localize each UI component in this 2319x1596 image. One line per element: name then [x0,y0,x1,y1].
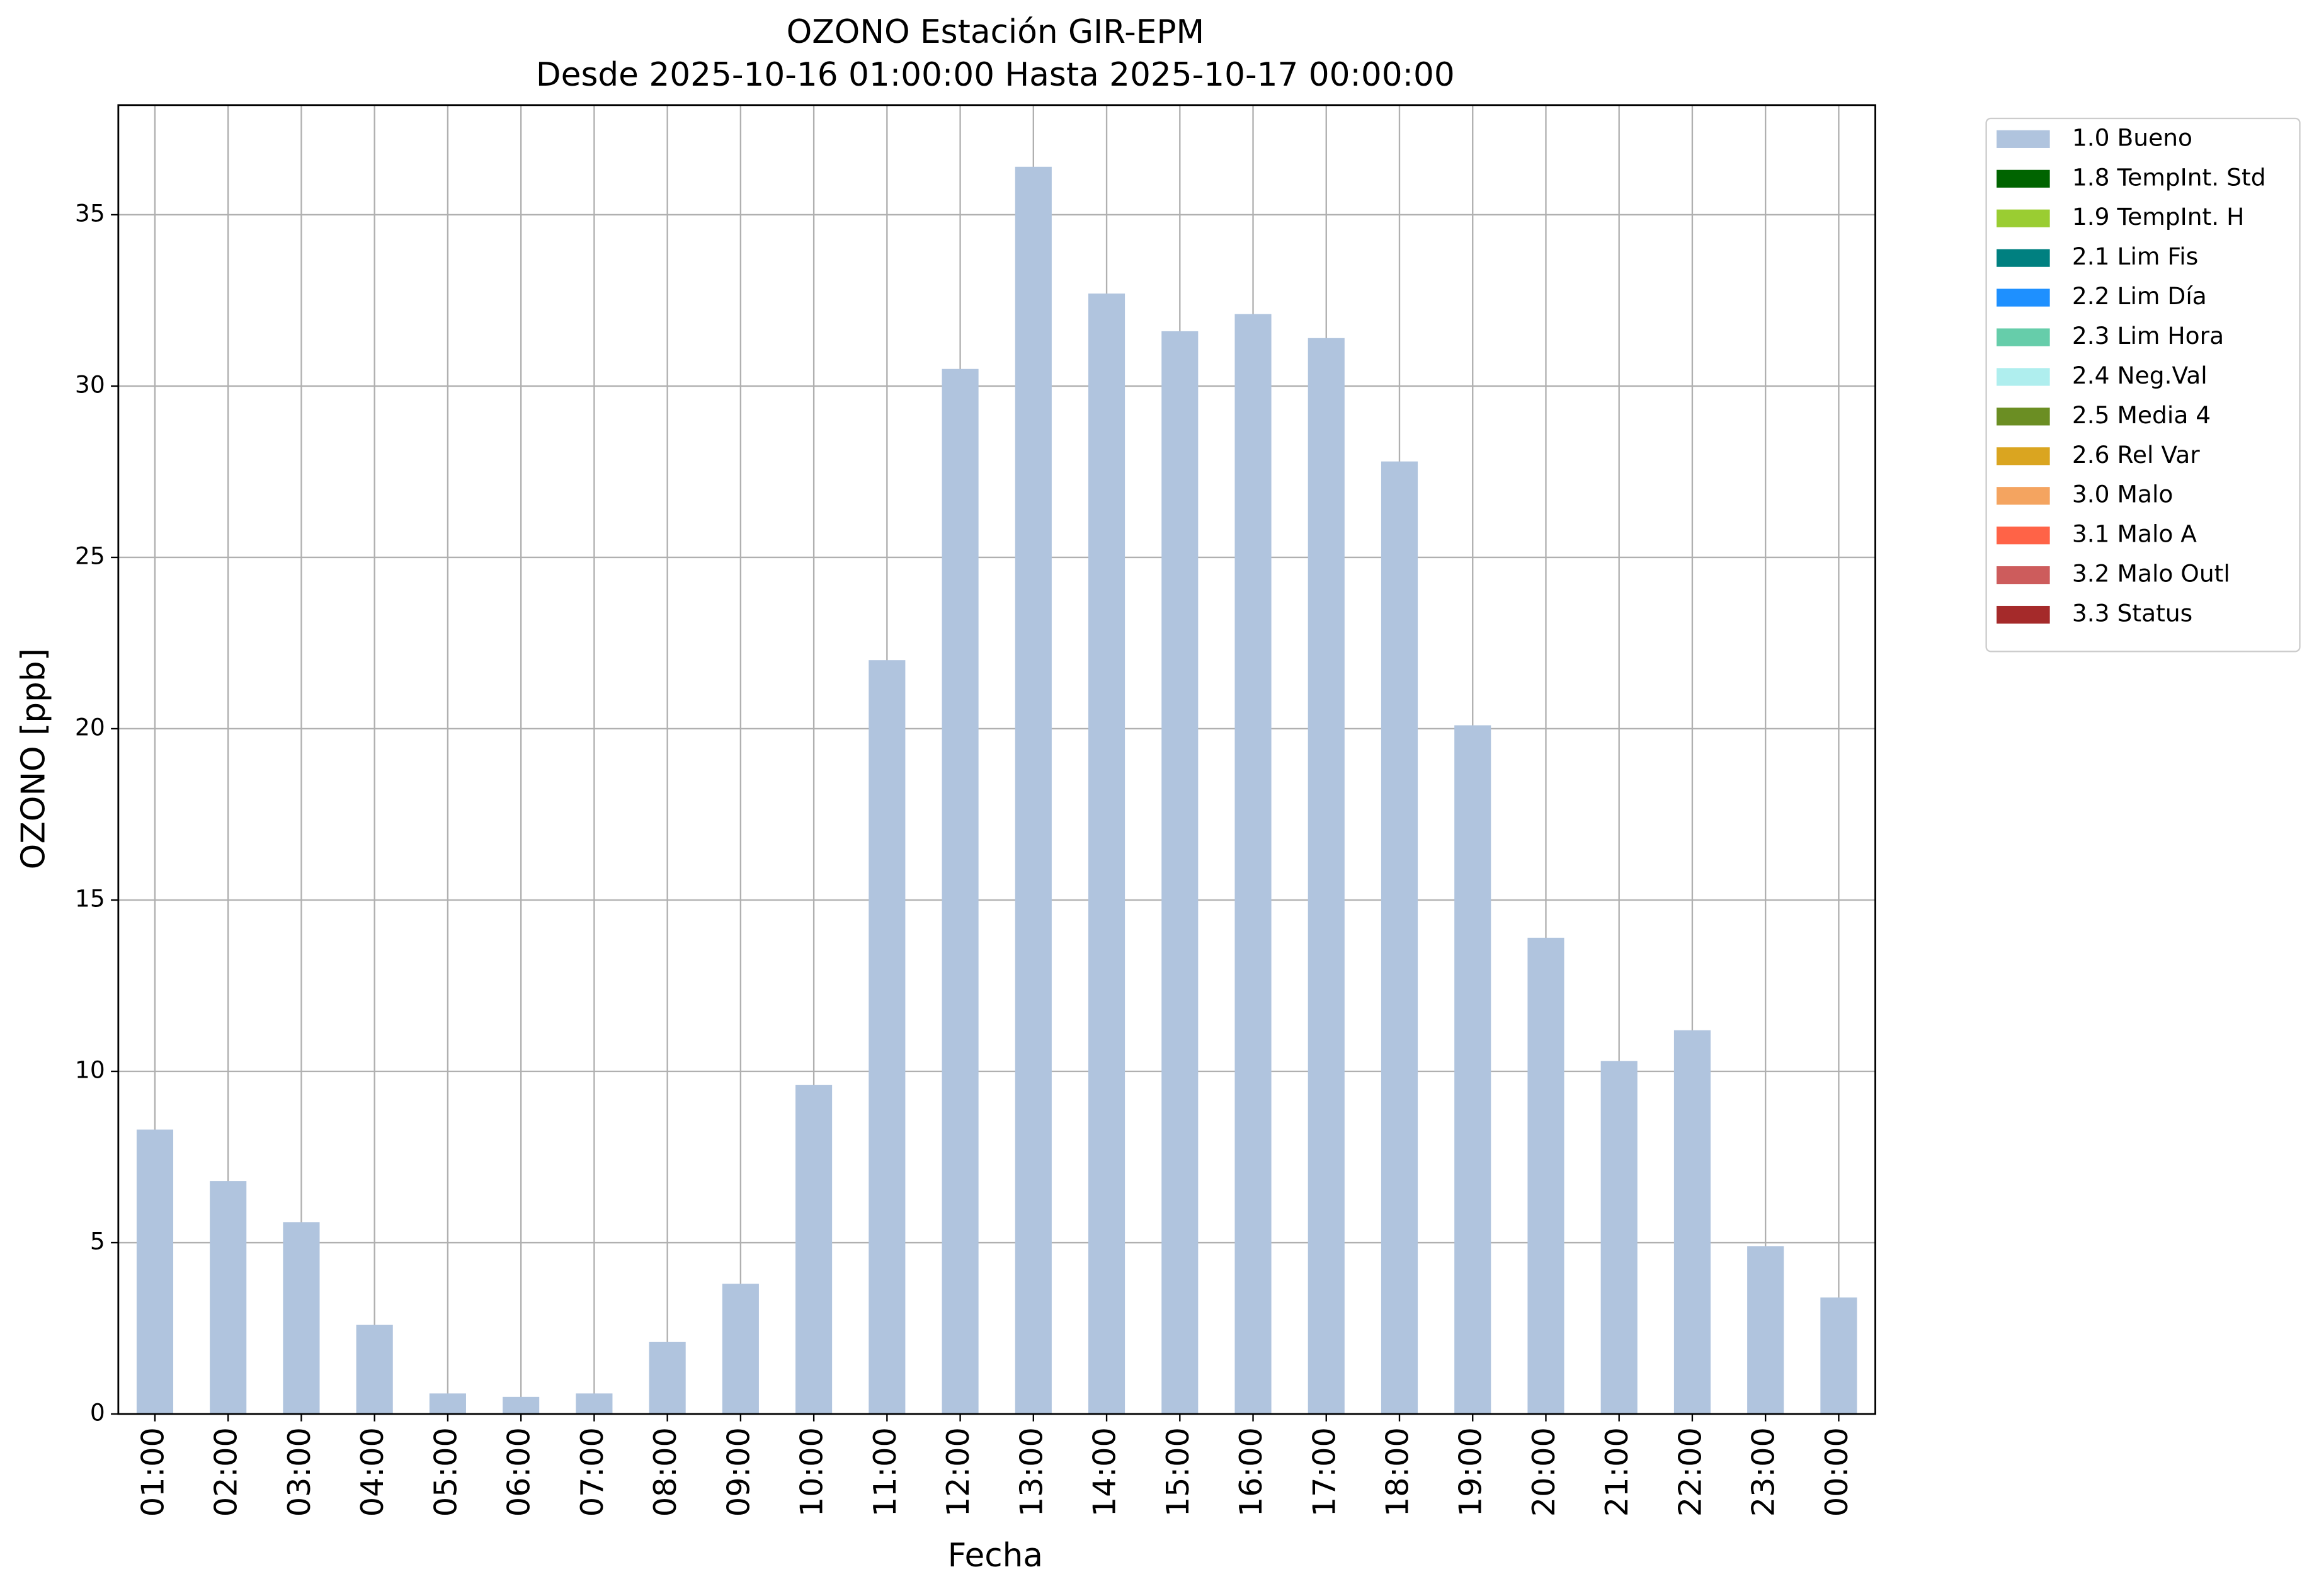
bar [722,1284,759,1415]
bar [1673,1030,1711,1415]
bar [1454,725,1491,1415]
bar [503,1396,540,1415]
bar [1308,338,1345,1415]
bar [942,368,979,1415]
x-tick-label: 16:00 [1233,1427,1269,1517]
y-tick-label: 25 [75,542,105,569]
legend-label: 3.0 Malo [2072,481,2174,508]
legend-swatch [1997,527,2050,545]
x-tick-label: 02:00 [208,1427,244,1517]
bar [356,1325,393,1415]
x-tick-label: 03:00 [281,1427,317,1517]
legend-swatch [1997,408,2050,426]
legend-box [1985,117,2301,653]
legend-swatch [1997,368,2050,386]
bar [1088,294,1125,1415]
bar [1381,461,1418,1415]
bar [1820,1297,1857,1415]
legend-label: 1.8 TempInt. Std [2072,163,2266,191]
x-tick-label: 04:00 [354,1427,390,1517]
bar [869,660,906,1415]
legend-label: 2.3 Lim Hora [2072,322,2224,350]
legend-swatch [1997,447,2050,465]
legend-label: 1.9 TempInt. H [2072,203,2245,231]
legend-swatch [1997,288,2050,307]
legend-label: 2.2 Lim Día [2072,282,2207,310]
x-tick-label: 05:00 [427,1427,464,1517]
bar [1527,937,1564,1415]
legend-swatch [1997,249,2050,267]
legend-label: 3.2 Malo Outl [2072,560,2230,588]
x-tick-label: 01:00 [134,1427,171,1517]
bar [210,1181,247,1415]
legend-label: 2.1 Lim Fis [2072,242,2198,270]
legend-swatch [1997,605,2050,624]
x-tick-label: 00:00 [1818,1427,1855,1517]
chart-subtitle: Desde 2025-10-16 01:00:00 Hasta 2025-10-… [536,56,1455,94]
bar [795,1085,833,1415]
legend-label: 2.5 Media 4 [2072,401,2211,429]
legend-label: 2.4 Neg.Val [2072,362,2208,389]
y-tick-label: 5 [90,1228,105,1255]
bar [1600,1061,1638,1415]
bars [136,166,1857,1415]
legend-swatch [1997,328,2050,346]
x-tick-label: 13:00 [1013,1427,1049,1517]
plot-frame [117,104,1876,1415]
x-tick-label: 10:00 [794,1427,830,1517]
legend-swatch [1997,566,2050,584]
legend-swatch [1997,130,2050,148]
y-tick-label: 0 [90,1399,105,1427]
x-tick-label: 15:00 [1160,1427,1196,1517]
bar [429,1393,466,1415]
x-tick-label: 08:00 [647,1427,683,1517]
x-tick-label: 09:00 [720,1427,756,1517]
x-tick-label: 19:00 [1452,1427,1489,1517]
bar [576,1393,613,1415]
x-tick-label: 06:00 [501,1427,537,1517]
x-tick-label: 11:00 [867,1427,903,1517]
legend-label: 3.3 Status [2072,600,2192,627]
legend: 1.0 Bueno 1.8 TempInt. Std 1.9 TempInt. H 2… [1985,117,2301,653]
y-axis-label: OZONO [ppb] [14,648,52,869]
x-tick-label: 23:00 [1745,1427,1782,1517]
bar [1161,331,1199,1415]
x-tick-label: 12:00 [940,1427,976,1517]
legend-swatch [1997,487,2050,505]
x-tick-label: 14:00 [1086,1427,1123,1517]
bar [136,1129,174,1415]
bar [649,1342,686,1415]
bar [1015,166,1052,1415]
legend-swatch [1997,209,2050,227]
y-tick-label: 10 [75,1056,105,1084]
y-tick-label: 20 [75,713,105,741]
x-tick-label: 17:00 [1306,1427,1342,1517]
legend-swatch [1997,169,2050,188]
legend-label: 3.1 Malo A [2072,520,2197,548]
x-tick-label: 21:00 [1598,1427,1635,1517]
chart-title: OZONO Estación GIR-EPM [787,13,1204,51]
x-tick-label: 07:00 [574,1427,610,1517]
x-tick-label: 22:00 [1672,1427,1708,1517]
axes: 0 5 10 15 20 25 30 35 01:00 02:00 03:00 04:00 05:00 0… [75,104,1876,1517]
legend-label: 2.6 Rel Var [2072,441,2200,469]
bar [283,1222,320,1415]
bar [1234,314,1272,1415]
y-tick-label: 35 [75,199,105,227]
x-axis-label: Fecha [948,1537,1043,1575]
y-tick-label: 30 [75,370,105,398]
legend-label: 1.0 Bueno [2072,123,2192,151]
x-tick-label: 20:00 [1525,1427,1562,1517]
y-tick-label: 15 [75,884,105,912]
bar [1747,1246,1784,1415]
x-tick-label: 18:00 [1379,1427,1415,1517]
